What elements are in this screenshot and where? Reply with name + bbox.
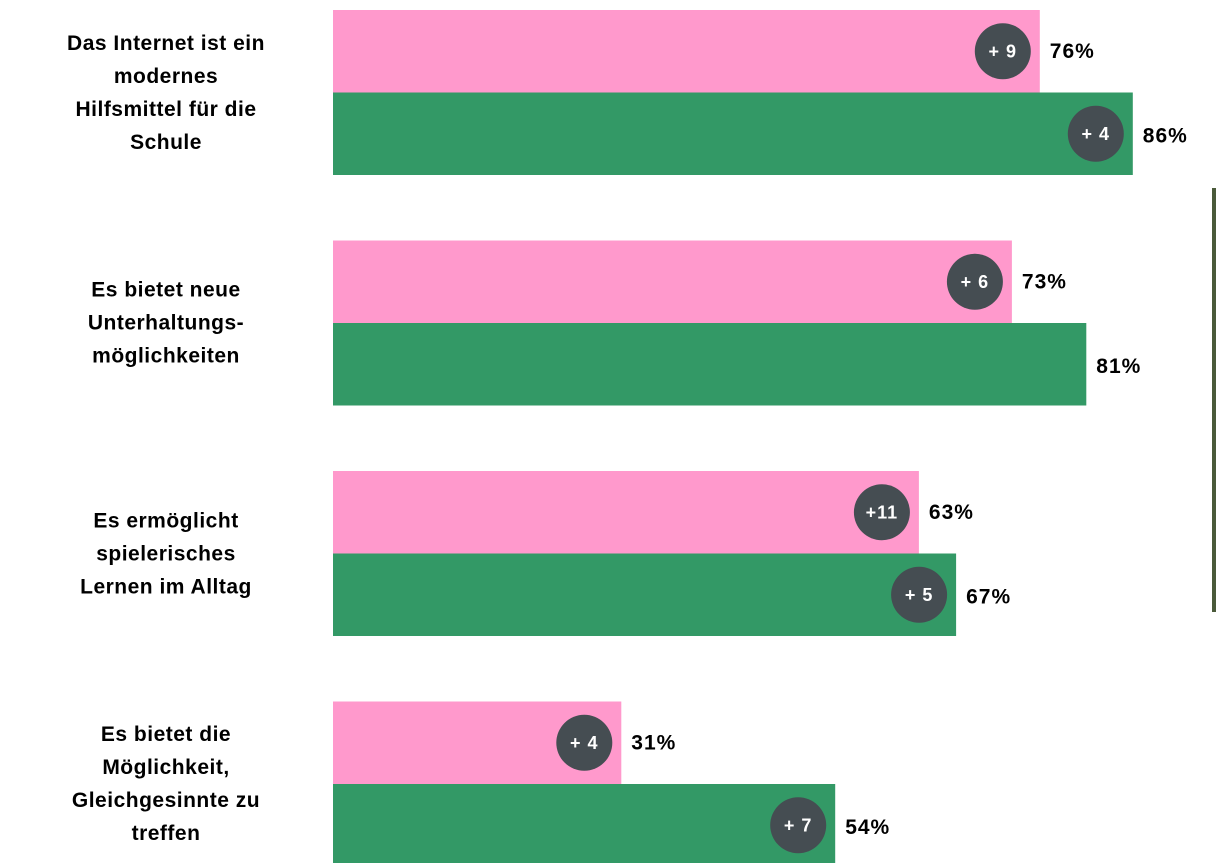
delta-label: + 4: [570, 733, 599, 753]
chart: 76% + 9 86% + 4 73% + 6 81% 63% +11 67% + 5 31% + 4 5…: [0, 0, 1216, 863]
bar: [333, 784, 835, 863]
value-label: 76%: [1050, 40, 1095, 63]
category-label: Es ermöglicht spielerisches Lernen im Al…: [16, 504, 316, 603]
photo-edge: [1212, 188, 1216, 612]
value-label: 54%: [845, 816, 890, 839]
bar: [333, 323, 1086, 406]
value-label: 81%: [1096, 355, 1141, 378]
value-label: 67%: [966, 585, 1011, 608]
category-label: Es bietet neue Unterhaltungs- möglichkei…: [16, 274, 316, 373]
bar: [333, 241, 1012, 324]
bar: [333, 93, 1133, 176]
bar: [333, 554, 956, 637]
delta-label: + 4: [1082, 124, 1111, 144]
bar: [333, 10, 1040, 93]
value-label: 73%: [1022, 270, 1067, 293]
delta-label: + 5: [905, 585, 934, 605]
delta-label: + 6: [961, 272, 990, 292]
delta-label: + 9: [989, 41, 1018, 61]
delta-label: +11: [866, 502, 899, 522]
bar: [333, 471, 919, 554]
value-label: 86%: [1143, 124, 1188, 147]
category-label: Es bietet die Möglichkeit, Gleichgesinnt…: [16, 718, 316, 850]
value-label: 31%: [631, 731, 676, 754]
delta-label: + 7: [784, 815, 813, 835]
category-label: Das Internet ist ein modernes Hilfsmitte…: [16, 27, 316, 159]
value-label: 63%: [929, 501, 974, 524]
